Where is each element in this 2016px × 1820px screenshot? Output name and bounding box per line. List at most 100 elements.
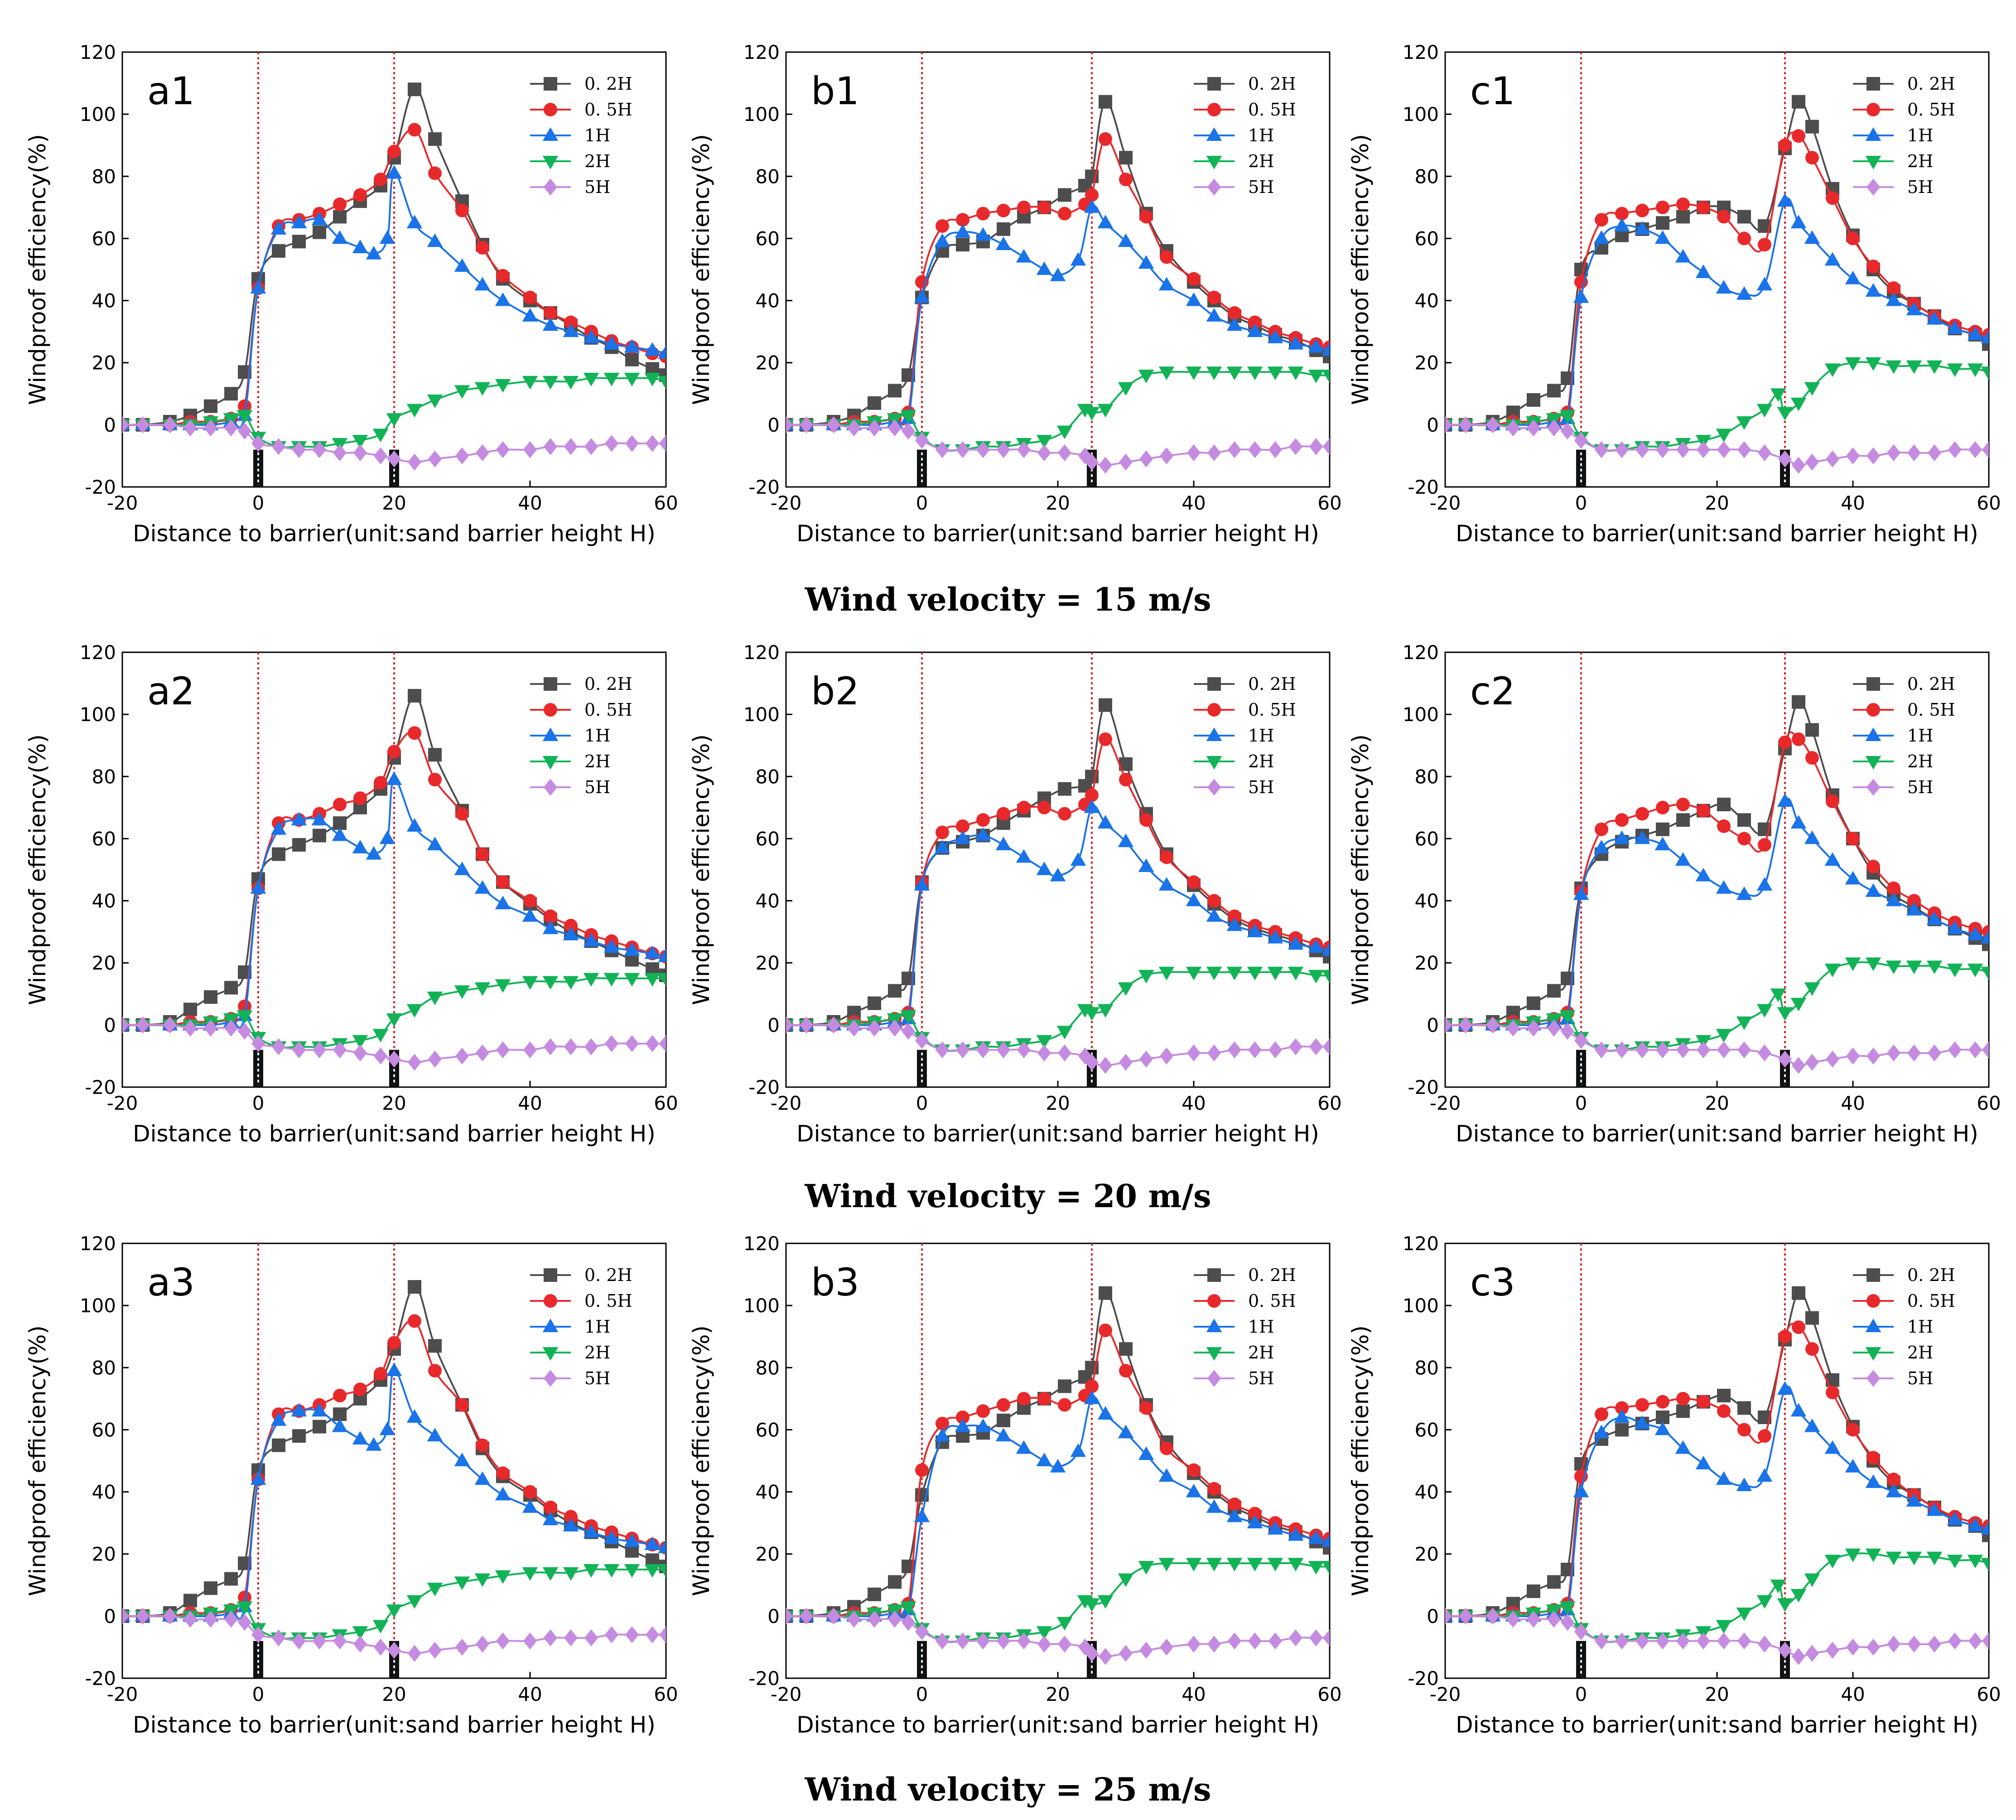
- data-point: [163, 1016, 177, 1034]
- data-point: [1267, 967, 1283, 981]
- data-point: [1865, 357, 1881, 371]
- x-tick-label: 60: [654, 1092, 678, 1114]
- data-point: [1138, 858, 1154, 872]
- y-tick-label: 120: [80, 1233, 116, 1255]
- data-point: [563, 1567, 579, 1581]
- data-point: [1207, 1635, 1221, 1653]
- x-axis-label: Distance to barrier(unit:sand barrier he…: [133, 520, 656, 547]
- series-s5: [1445, 1016, 1989, 1074]
- legend-marker: [1207, 779, 1221, 796]
- data-point: [1097, 1406, 1114, 1420]
- data-point: [1865, 1474, 1881, 1488]
- data-point: [1635, 1398, 1649, 1412]
- data-point: [454, 862, 470, 875]
- data-point: [1084, 199, 1100, 213]
- series-s5: [786, 416, 1330, 474]
- data-point: [1058, 807, 1071, 821]
- y-axis-label: Windproof efficiency(%): [1347, 1325, 1374, 1596]
- data-point: [1207, 894, 1221, 908]
- data-point: [1186, 1483, 1202, 1497]
- data-point: [1187, 1635, 1201, 1653]
- data-point: [352, 240, 368, 253]
- x-axis-label: Distance to barrier(unit:sand barrier he…: [133, 1121, 656, 1147]
- data-point: [563, 1518, 579, 1531]
- y-tick-label: 20: [756, 952, 780, 974]
- data-point: [644, 1564, 661, 1578]
- data-point: [900, 410, 916, 424]
- data-point: [1756, 1595, 1773, 1609]
- data-point: [1207, 1044, 1221, 1062]
- legend-label: 5H: [584, 777, 610, 797]
- data-point: [995, 837, 1012, 851]
- data-point: [122, 1016, 129, 1034]
- data-point: [1118, 382, 1134, 396]
- legend-marker: [1865, 1347, 1881, 1361]
- data-point: [888, 419, 902, 437]
- data-point: [313, 828, 326, 843]
- data-point: [1928, 1044, 1941, 1062]
- data-point: [544, 306, 557, 320]
- y-tick-label: 40: [92, 1481, 116, 1503]
- data-point: [1778, 1329, 1792, 1343]
- data-point: [1486, 1608, 1500, 1625]
- data-point: [1058, 444, 1071, 462]
- y-tick-label: 60: [756, 1419, 780, 1441]
- data-point: [1967, 927, 1983, 940]
- data-point: [1845, 957, 1861, 971]
- data-point: [915, 1623, 929, 1640]
- data-point: [1886, 1483, 1902, 1497]
- data-point: [406, 1409, 423, 1423]
- data-point: [1574, 1032, 1588, 1049]
- y-tick-label: 80: [1415, 1357, 1439, 1379]
- data-point: [455, 447, 469, 465]
- data-point: [272, 244, 285, 258]
- data-point: [888, 1610, 902, 1628]
- data-point: [976, 1632, 990, 1650]
- data-point: [1206, 366, 1222, 380]
- data-point: [292, 441, 306, 458]
- data-point: [1790, 997, 1807, 1011]
- series-s02: [786, 698, 1330, 1032]
- legend-marker: [1866, 779, 1880, 796]
- data-point: [1614, 1409, 1630, 1423]
- data-point: [1459, 416, 1472, 433]
- data-point: [1097, 215, 1114, 229]
- data-point: [1634, 221, 1650, 235]
- legend-marker: [544, 779, 557, 796]
- data-point: [428, 1050, 442, 1068]
- data-point: [333, 210, 347, 224]
- data-point: [1887, 281, 1900, 295]
- data-point: [1805, 1054, 1819, 1071]
- data-point: [1445, 1016, 1452, 1034]
- data-point: [564, 1629, 578, 1647]
- data-point: [1792, 695, 1805, 709]
- series-s1: [786, 1390, 1330, 1622]
- data-point: [270, 221, 287, 235]
- data-point: [1097, 1004, 1114, 1018]
- data-point: [1099, 1324, 1112, 1337]
- y-axis-label: Windproof efficiency(%): [688, 1325, 714, 1596]
- data-point: [1697, 1632, 1710, 1650]
- data-point: [1119, 151, 1133, 165]
- data-point: [1778, 138, 1792, 152]
- data-point: [428, 773, 442, 787]
- data-point: [522, 908, 538, 922]
- data-point: [406, 1004, 423, 1018]
- data-point: [1947, 363, 1963, 377]
- data-point: [372, 1620, 389, 1634]
- data-point: [1573, 886, 1589, 900]
- y-tick-label: -20: [85, 1076, 116, 1098]
- data-point: [1056, 1617, 1073, 1631]
- data-point: [605, 435, 618, 452]
- data-point: [1907, 894, 1921, 908]
- data-point: [1656, 800, 1669, 814]
- data-point: [542, 1512, 559, 1526]
- data-point: [291, 215, 307, 229]
- data-point: [900, 1601, 916, 1615]
- data-point: [1506, 419, 1520, 437]
- x-tick-label: -20: [107, 492, 138, 514]
- data-point: [1887, 444, 1900, 462]
- data-point: [292, 1429, 306, 1443]
- data-point: [455, 807, 469, 821]
